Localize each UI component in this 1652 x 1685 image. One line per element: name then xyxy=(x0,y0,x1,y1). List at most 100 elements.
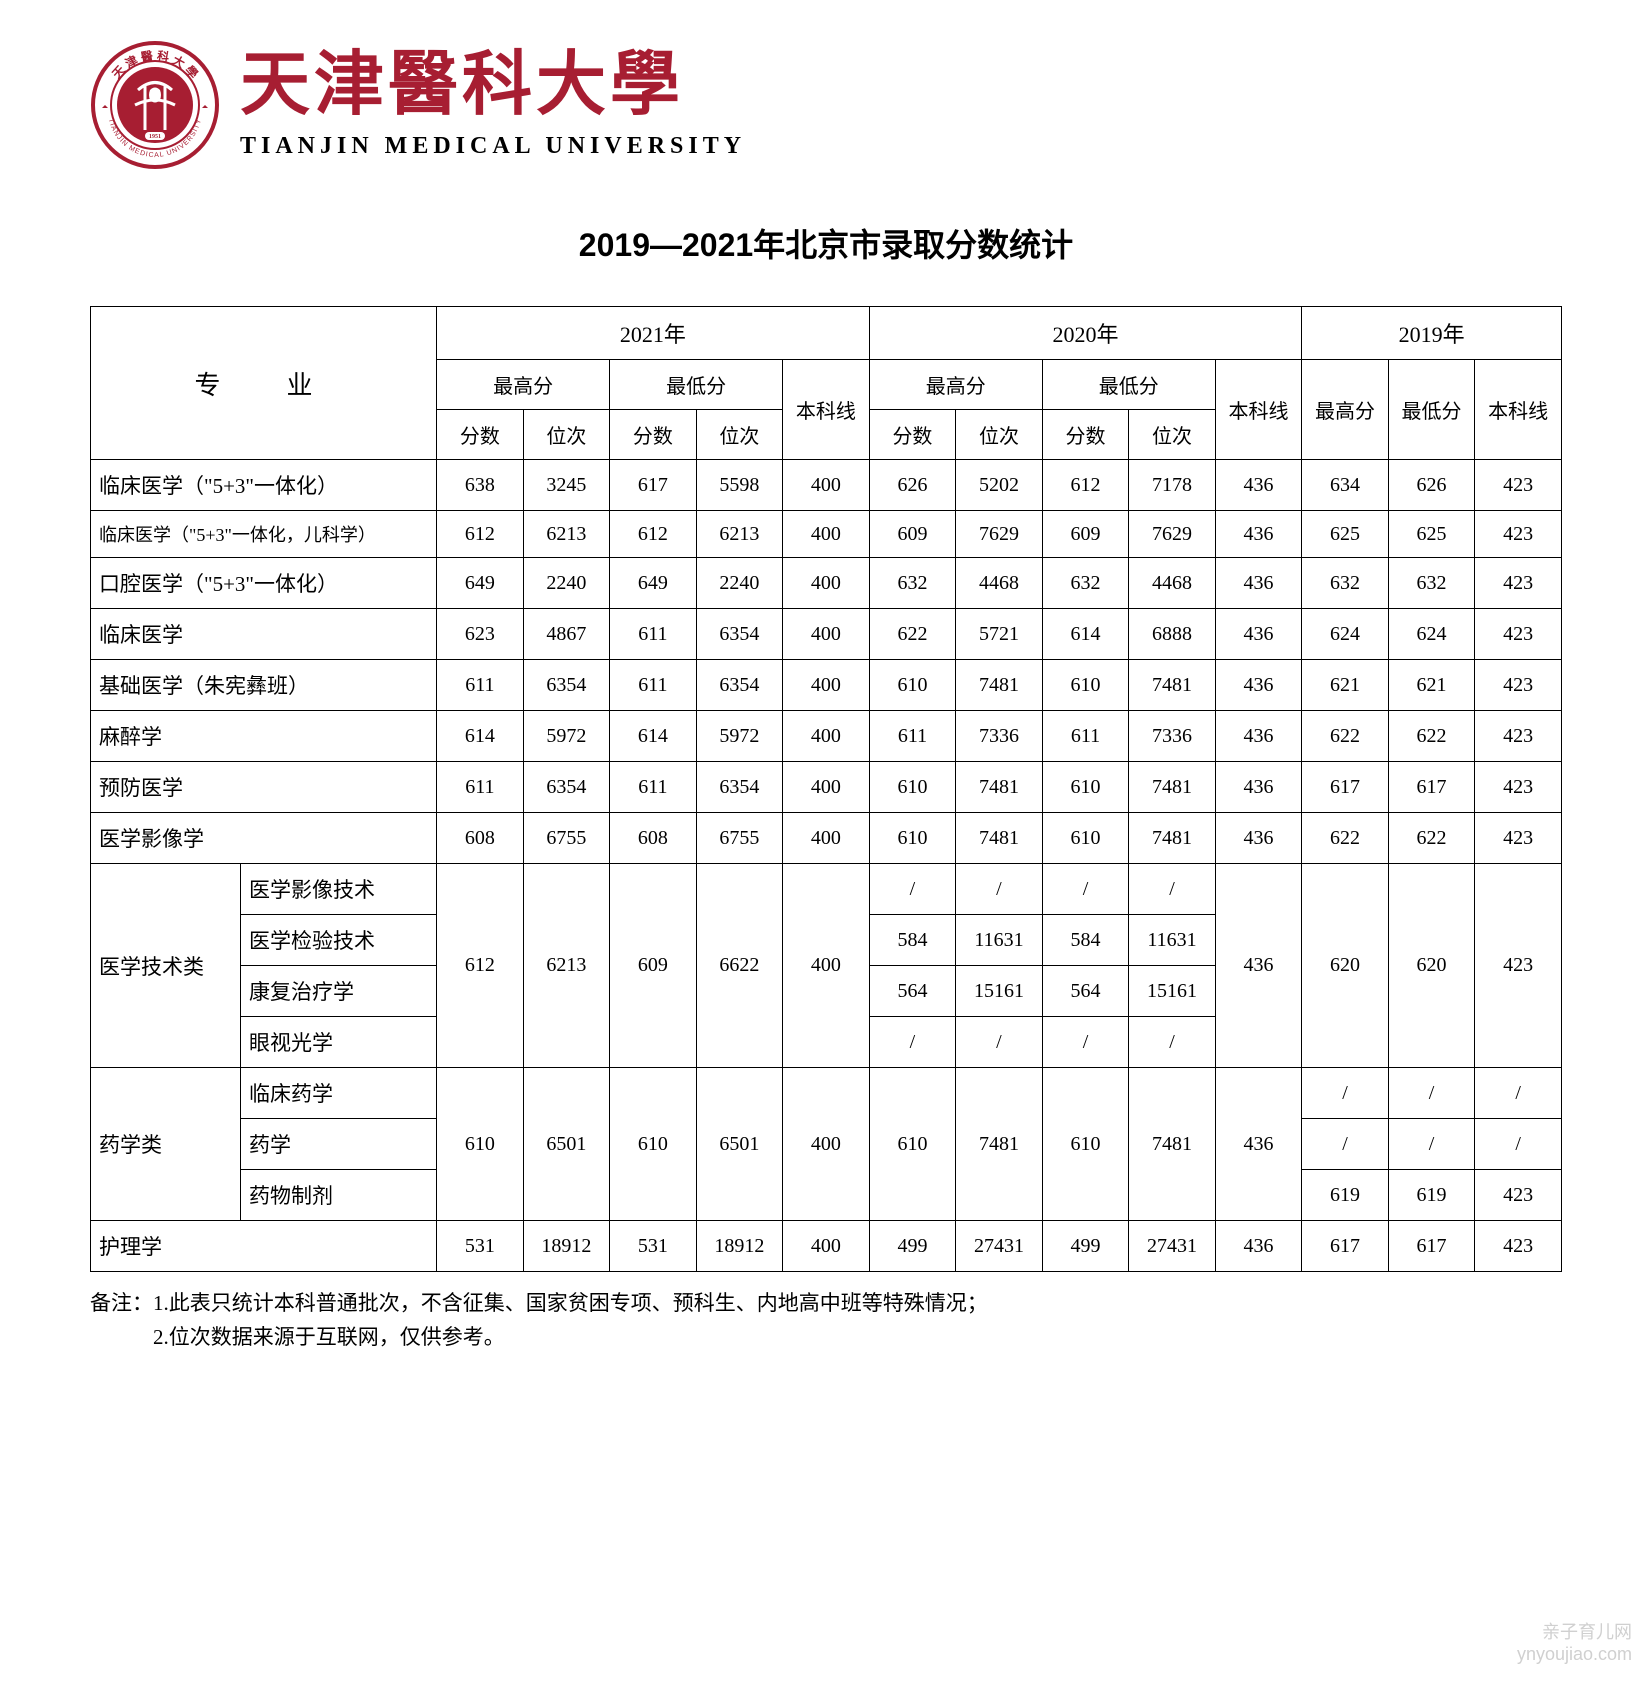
table-row: 药学类 临床药学 610 6501 610 6501 400 610 7481 … xyxy=(91,1068,1562,1119)
data-cell: 400 xyxy=(783,711,870,762)
data-cell: 632 xyxy=(1388,558,1475,609)
data-cell: 400 xyxy=(783,864,870,1068)
data-cell: 610 xyxy=(869,813,956,864)
data-cell: 610 xyxy=(1042,762,1129,813)
table-row: 临床医学623486761163544006225721614688843662… xyxy=(91,609,1562,660)
data-cell: 614 xyxy=(1042,609,1129,660)
min-2021-header: 最低分 xyxy=(610,360,783,410)
university-name-block: 天津醫科大學 TIANJIN MEDICAL UNIVERSITY xyxy=(240,51,746,160)
data-cell: 400 xyxy=(783,609,870,660)
data-cell: 610 xyxy=(1042,813,1129,864)
benke-2021-header: 本科线 xyxy=(783,360,870,460)
page-header: 1951 天 津 醫 科 大 學 TIANJIN MEDICAL UNIVERS… xyxy=(90,40,1562,170)
data-cell: 7336 xyxy=(956,711,1043,762)
data-cell: 499 xyxy=(869,1221,956,1272)
data-cell: / xyxy=(869,1017,956,1068)
data-cell: 638 xyxy=(437,460,524,511)
sub-major-cell: 临床药学 xyxy=(240,1068,436,1119)
data-cell: 622 xyxy=(1388,813,1475,864)
data-cell: 7481 xyxy=(956,813,1043,864)
university-seal-logo: 1951 天 津 醫 科 大 學 TIANJIN MEDICAL UNIVERS… xyxy=(90,40,220,170)
data-cell: 620 xyxy=(1388,864,1475,1068)
data-cell: 620 xyxy=(1302,864,1389,1068)
data-cell: 6622 xyxy=(696,864,783,1068)
data-cell: 621 xyxy=(1388,660,1475,711)
data-cell: 6755 xyxy=(523,813,610,864)
min-2019-header: 最低分 xyxy=(1388,360,1475,460)
data-cell: 584 xyxy=(1042,915,1129,966)
table-row: 医学影像学60867556086755400610748161074814366… xyxy=(91,813,1562,864)
data-cell: 400 xyxy=(783,660,870,711)
benke-2019-header: 本科线 xyxy=(1475,360,1562,460)
data-cell: 5721 xyxy=(956,609,1043,660)
data-cell: 5598 xyxy=(696,460,783,511)
data-cell: 617 xyxy=(1302,762,1389,813)
data-cell: / xyxy=(1475,1068,1562,1119)
min-2020-header: 最低分 xyxy=(1042,360,1215,410)
data-cell: 610 xyxy=(869,1068,956,1221)
data-cell: 6354 xyxy=(696,762,783,813)
data-cell: 531 xyxy=(437,1221,524,1272)
data-cell: 436 xyxy=(1215,609,1302,660)
data-cell: 7481 xyxy=(1129,1068,1216,1221)
data-cell: 564 xyxy=(1042,966,1129,1017)
data-cell: 626 xyxy=(1388,460,1475,511)
major-cell: 临床医学（"5+3"一体化，儿科学） xyxy=(91,511,437,558)
data-cell: 423 xyxy=(1475,609,1562,660)
data-cell: 7629 xyxy=(956,511,1043,558)
table-row: 口腔医学（"5+3"一体化）64922406492240400632446863… xyxy=(91,558,1562,609)
data-cell: 6501 xyxy=(523,1068,610,1221)
data-cell: 423 xyxy=(1475,460,1562,511)
data-cell: 6213 xyxy=(523,511,610,558)
data-cell: / xyxy=(1129,1017,1216,1068)
data-cell: 531 xyxy=(610,1221,697,1272)
data-cell: 614 xyxy=(437,711,524,762)
max-2019-header: 最高分 xyxy=(1302,360,1389,460)
data-cell: 7178 xyxy=(1129,460,1216,511)
watermark: 亲子育儿网 ynyoujiao.com xyxy=(1517,1618,1632,1665)
data-cell: 623 xyxy=(437,609,524,660)
data-cell: 617 xyxy=(1388,762,1475,813)
data-cell: 632 xyxy=(1302,558,1389,609)
data-cell: 632 xyxy=(1042,558,1129,609)
data-cell: 423 xyxy=(1475,1221,1562,1272)
data-cell: 436 xyxy=(1215,1221,1302,1272)
data-cell: 7481 xyxy=(956,660,1043,711)
data-cell: 564 xyxy=(869,966,956,1017)
data-cell: 27431 xyxy=(956,1221,1043,1272)
data-cell: 614 xyxy=(610,711,697,762)
data-cell: 612 xyxy=(437,511,524,558)
max-2021-header: 最高分 xyxy=(437,360,610,410)
data-cell: 6213 xyxy=(696,511,783,558)
major-header: 专 业 xyxy=(91,307,437,460)
data-cell: 436 xyxy=(1215,460,1302,511)
data-cell: 610 xyxy=(869,660,956,711)
table-row: 麻醉学6145972614597240061173366117336436622… xyxy=(91,711,1562,762)
data-cell: 622 xyxy=(1302,711,1389,762)
data-cell: 619 xyxy=(1388,1170,1475,1221)
major-cell: 口腔医学（"5+3"一体化） xyxy=(91,558,437,609)
data-cell: 400 xyxy=(783,558,870,609)
data-cell: 400 xyxy=(783,460,870,511)
benke-2020-header: 本科线 xyxy=(1215,360,1302,460)
data-cell: 611 xyxy=(437,762,524,813)
table-row: 临床医学（"5+3"一体化，儿科学）6126213612621340060976… xyxy=(91,511,1562,558)
data-cell: 617 xyxy=(1302,1221,1389,1272)
data-cell: 610 xyxy=(869,762,956,813)
group-name-cell: 医学技术类 xyxy=(91,864,241,1068)
data-cell: 622 xyxy=(869,609,956,660)
table-row: 基础医学（朱宪彝班）611635461163544006107481610748… xyxy=(91,660,1562,711)
data-cell: 634 xyxy=(1302,460,1389,511)
table-row: 预防医学611635461163544006107481610748143661… xyxy=(91,762,1562,813)
data-cell: 400 xyxy=(783,762,870,813)
data-cell: 626 xyxy=(869,460,956,511)
data-cell: 609 xyxy=(1042,511,1129,558)
data-cell: 632 xyxy=(869,558,956,609)
data-cell: 610 xyxy=(1042,660,1129,711)
data-cell: / xyxy=(1302,1068,1389,1119)
data-cell: 6354 xyxy=(696,609,783,660)
major-cell: 临床医学 xyxy=(91,609,437,660)
data-cell: 2240 xyxy=(523,558,610,609)
data-cell: 619 xyxy=(1302,1170,1389,1221)
data-cell: / xyxy=(1302,1119,1389,1170)
